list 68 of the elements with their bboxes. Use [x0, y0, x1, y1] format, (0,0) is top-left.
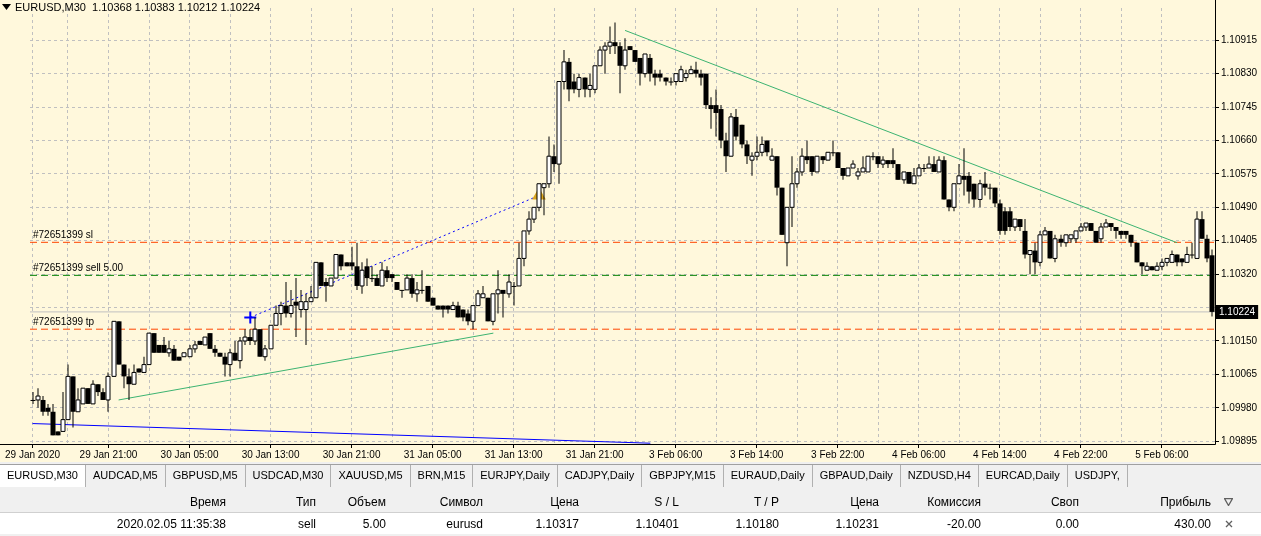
x-tick-label: 29 Jan 2020 — [5, 448, 61, 460]
chart-title: EURUSD,M30 1.10368 1.10383 1.10212 1.10224 — [15, 1, 261, 13]
x-tick-label: 3 Feb 14:00 — [730, 448, 784, 460]
text: Своп — [1049, 494, 1080, 509]
text: EURAUD,Daily — [723, 465, 813, 487]
y-tick-label: 1.09895 — [1221, 435, 1258, 446]
y-tick-label: 1.10830 — [1221, 67, 1258, 79]
text: T / P — [752, 494, 780, 509]
text: 0.00 — [1054, 516, 1080, 531]
x-tick-label: 30 Jan 05:00 — [160, 448, 219, 460]
x-tick-label: 30 Jan 21:00 — [322, 448, 381, 460]
text: Тип — [295, 494, 317, 509]
text: Цена — [549, 494, 580, 509]
ref-line-label: #72651399 sell 5.00 — [33, 262, 124, 274]
y-tick-label: 1.10150 — [1221, 334, 1258, 346]
x-tick-label: 5 Feb 06:00 — [1135, 448, 1189, 460]
text: EURCAD,Daily — [978, 465, 1068, 487]
x-tick-label: 4 Feb 06:00 — [892, 448, 946, 460]
text: Прибыль — [1159, 494, 1212, 509]
x-tick-label: 4 Feb 14:00 — [973, 448, 1027, 460]
text: 1.10317 — [534, 516, 580, 531]
x-tick-label: 30 Jan 13:00 — [241, 448, 300, 460]
x-tick-label: 31 Jan 13:00 — [484, 448, 543, 460]
y-tick-label: 1.10575 — [1221, 167, 1258, 179]
text: 1.10401 — [634, 516, 680, 531]
text: 430.00 — [1173, 516, 1212, 531]
text: AUDCAD,M5 — [85, 465, 166, 487]
text: Время — [188, 494, 227, 509]
text: S / L — [653, 494, 680, 509]
text: EURUSD,M30 — [0, 465, 86, 487]
text: GBPUSD,M5 — [165, 465, 246, 487]
y-tick-label: 1.10915 — [1221, 33, 1258, 45]
ref-line-label: #72651399 tp — [33, 315, 95, 327]
y-tick-label: 1.10405 — [1221, 234, 1258, 246]
x-tick-label: 29 Jan 21:00 — [79, 448, 138, 460]
y-tick-label: 1.10320 — [1221, 267, 1258, 279]
text: Цена — [849, 494, 880, 509]
text: 5.00 — [361, 516, 387, 531]
text: BRN,M15 — [410, 465, 474, 487]
x-tick-label: 3 Feb 06:00 — [648, 448, 703, 460]
x-tick-label: 4 Feb 22:00 — [1054, 448, 1108, 460]
text: XAUUSD,M5 — [331, 465, 411, 487]
text: NZDUSD,H4 — [900, 465, 979, 487]
y-tick-label: 1.10065 — [1221, 368, 1258, 380]
text: Объем — [346, 494, 387, 509]
ref-line-label: 1.10224 — [1219, 305, 1256, 317]
x-tick-label: 31 Jan 05:00 — [403, 448, 462, 460]
text: 2020.02.05 11:35:38 — [115, 516, 227, 531]
text: Комиссия — [926, 494, 982, 509]
text: USDCAD,M30 — [245, 465, 332, 487]
text: GBPAUD,Daily — [812, 465, 901, 487]
text: Символ — [438, 494, 484, 509]
y-tick-label: 1.10660 — [1221, 134, 1258, 146]
text: 1.10231 — [834, 516, 880, 531]
text: EURJPY,Daily — [473, 465, 558, 487]
y-tick-label: 1.10490 — [1221, 201, 1258, 213]
text: -20.00 — [945, 516, 982, 531]
text: USDJPY, — [1067, 465, 1128, 487]
text: GBPJPY,M15 — [642, 465, 724, 487]
y-tick-label: 1.10745 — [1221, 100, 1258, 112]
text: 1.10180 — [734, 516, 780, 531]
x-tick-label: 31 Jan 21:00 — [565, 448, 624, 460]
text: CADJPY,Daily — [557, 465, 643, 487]
x-tick-label: 3 Feb 22:00 — [811, 448, 865, 460]
text: eurusd — [445, 516, 484, 531]
ref-line-label: #72651399 sl — [33, 229, 94, 241]
text: sell — [297, 516, 317, 531]
y-tick-label: 1.09980 — [1221, 401, 1258, 413]
